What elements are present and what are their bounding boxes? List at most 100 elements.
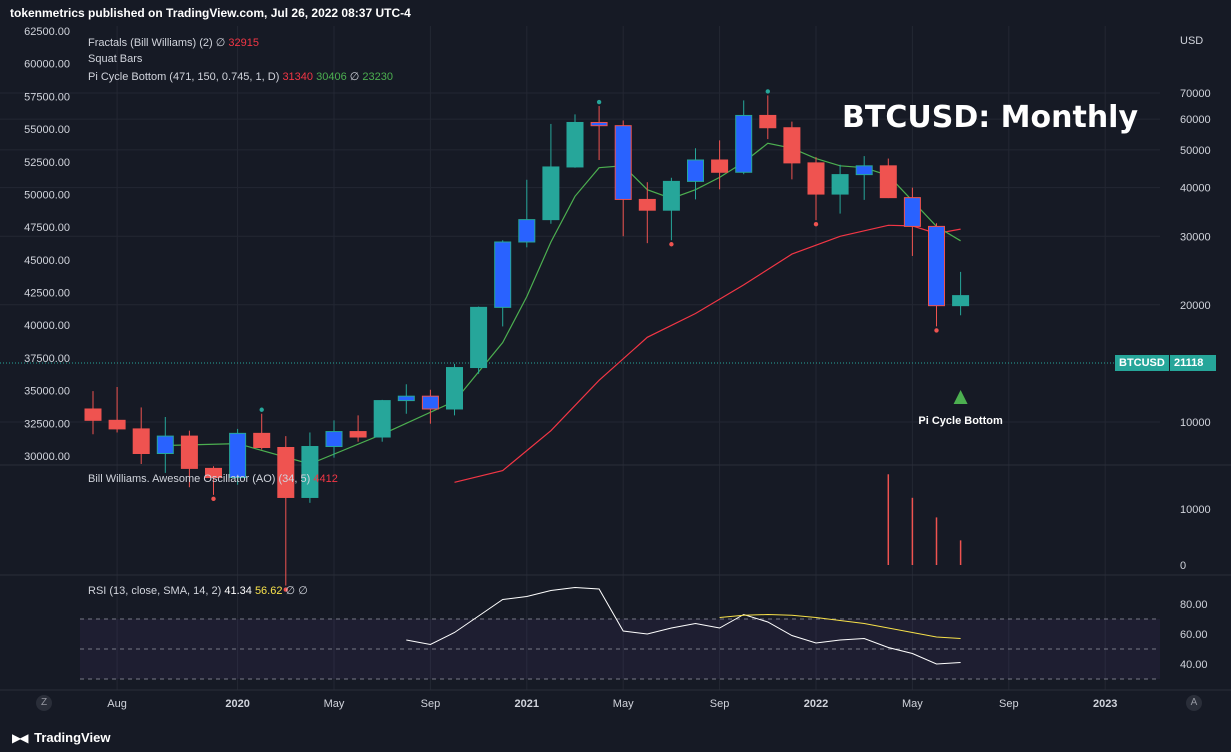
fractal-high-marker xyxy=(765,89,770,94)
left-axis-tick: 55000.00 xyxy=(24,124,70,136)
chart-title: BTCUSD: Monthly xyxy=(842,100,1139,135)
left-axis-tick: 42500.00 xyxy=(24,288,70,300)
auto-scale-button[interactable]: A xyxy=(1186,695,1202,711)
legend-ao[interactable]: Bill Williams. Awesome Oscillator (AO) (… xyxy=(88,473,338,485)
legend-squat[interactable]: Squat Bars xyxy=(88,53,142,65)
ao-axis-tick: 0 xyxy=(1180,560,1186,572)
rsi-axis-tick: 40.00 xyxy=(1180,659,1208,671)
time-axis-label: May xyxy=(324,698,345,710)
time-axis-label: May xyxy=(902,698,923,710)
right-axis-unit: USD xyxy=(1180,35,1203,47)
time-axis-label: Aug xyxy=(107,698,127,710)
fractal-low-marker xyxy=(283,587,288,592)
legend-pi-v2: 30406 xyxy=(316,71,347,83)
candle-body xyxy=(711,159,729,173)
time-axis-label: 2021 xyxy=(515,698,539,710)
tradingview-brand[interactable]: ▶◀ TradingView xyxy=(12,730,110,745)
legend-rsi-name: RSI (13, close, SMA, 14, 2) xyxy=(88,585,222,597)
time-axis-label: 2020 xyxy=(225,698,249,710)
legend-fractals-value: 32915 xyxy=(228,37,259,49)
left-axis-tick: 37500.00 xyxy=(24,353,70,365)
fractal-low-marker xyxy=(211,496,216,502)
legend-rsi[interactable]: RSI (13, close, SMA, 14, 2) 41.34 56.62 … xyxy=(88,584,308,597)
time-axis-label: May xyxy=(613,698,634,710)
brand-text: TradingView xyxy=(34,730,111,745)
zoom-mode-button[interactable]: Z xyxy=(36,695,52,711)
right-axis-tick: 30000 xyxy=(1180,231,1211,243)
candle-body xyxy=(84,408,102,421)
candle-body xyxy=(759,114,777,129)
publisher-text: tokenmetrics published on TradingView.co… xyxy=(10,6,411,20)
candle-body xyxy=(349,431,367,438)
legend-pi-name: Pi Cycle Bottom (471, 150, 0.745, 1, D) xyxy=(88,71,280,83)
candle-body xyxy=(687,159,704,182)
candle-body xyxy=(662,180,680,211)
candle-body xyxy=(301,446,319,498)
candle-body xyxy=(614,125,632,200)
time-axis-label: Sep xyxy=(999,698,1019,710)
left-axis-tick: 35000.00 xyxy=(24,386,70,398)
fractal-low-marker xyxy=(934,328,939,333)
left-axis-tick: 50000.00 xyxy=(24,189,70,201)
legend-rsi-ma-value: 56.62 xyxy=(254,585,283,597)
right-axis-tick: 50000 xyxy=(1180,145,1211,157)
candle-body xyxy=(470,306,488,369)
candle-body xyxy=(180,435,198,469)
right-axis-tick: 40000 xyxy=(1180,183,1211,195)
left-axis-tick: 57500.00 xyxy=(24,91,70,103)
candle-body xyxy=(518,219,536,243)
time-axis-label: Sep xyxy=(421,698,441,710)
footer-bar: ▶◀ TradingView xyxy=(0,722,1231,752)
right-axis-tick: 70000 xyxy=(1180,88,1211,100)
left-axis-tick: 45000.00 xyxy=(24,255,70,267)
candle-body xyxy=(928,225,945,307)
candle-body xyxy=(494,241,512,308)
last-price-tag: 21118 xyxy=(1170,355,1216,371)
candle-body xyxy=(807,162,825,195)
candle-body xyxy=(229,432,247,479)
candle-body xyxy=(783,127,801,164)
legend-fractals-name: Fractals (Bill Williams) (2) xyxy=(88,37,213,49)
candle-body xyxy=(638,198,656,211)
candle-body xyxy=(542,166,560,221)
left-axis-tick: 40000.00 xyxy=(24,320,70,332)
candle-body xyxy=(156,435,174,455)
candle-body xyxy=(446,367,463,410)
rsi-axis-tick: 80.00 xyxy=(1180,599,1208,611)
legend-rsi-value: 41.34 xyxy=(224,585,252,597)
legend-pi-v1: 31340 xyxy=(282,71,314,83)
legend-pi-sym: ∅ xyxy=(349,71,360,83)
legend-squat-name: Squat Bars xyxy=(88,53,143,65)
legend-pi-cycle[interactable]: Pi Cycle Bottom (471, 150, 0.745, 1, D) … xyxy=(88,70,393,83)
rsi-axis-tick: 60.00 xyxy=(1180,629,1208,641)
rsi-line xyxy=(406,586,961,665)
symbol-price-tag: BTCUSD xyxy=(1115,355,1169,371)
candle-body xyxy=(277,447,295,498)
legend-fractals-sym: ∅ xyxy=(215,37,226,49)
rsi-ma-line xyxy=(719,613,961,639)
legend-ao-name: Bill Williams. Awesome Oscillator (AO) (… xyxy=(88,473,311,485)
candle-body xyxy=(205,467,222,479)
tradingview-logo-icon: ▶◀ xyxy=(12,731,29,745)
left-axis-tick: 52500.00 xyxy=(24,157,70,169)
candle-body xyxy=(373,400,391,438)
legend-ao-value: 4412 xyxy=(313,473,338,485)
legend-fractals[interactable]: Fractals (Bill Williams) (2) ∅ 32915 xyxy=(88,36,259,49)
legend-rsi-sym2: ∅ xyxy=(298,585,308,597)
left-axis-tick: 30000.00 xyxy=(24,451,70,463)
time-axis-label: Sep xyxy=(710,698,730,710)
candle-body xyxy=(590,121,608,127)
candle-body xyxy=(952,295,970,307)
left-axis-tick: 32500.00 xyxy=(24,418,70,430)
candle-body xyxy=(903,197,921,227)
right-axis-tick: 10000 xyxy=(1180,417,1211,429)
fractal-high-marker xyxy=(596,99,602,105)
legend-rsi-sym1: ∅ xyxy=(285,585,296,597)
candle-body xyxy=(831,174,849,195)
left-axis-tick: 60000.00 xyxy=(24,59,70,71)
candle-body xyxy=(735,114,753,173)
fractal-low-marker xyxy=(813,221,819,227)
pi-cycle-bottom-arrow-icon xyxy=(953,390,968,404)
pi-cycle-bottom-label: Pi Cycle Bottom xyxy=(918,415,1003,427)
